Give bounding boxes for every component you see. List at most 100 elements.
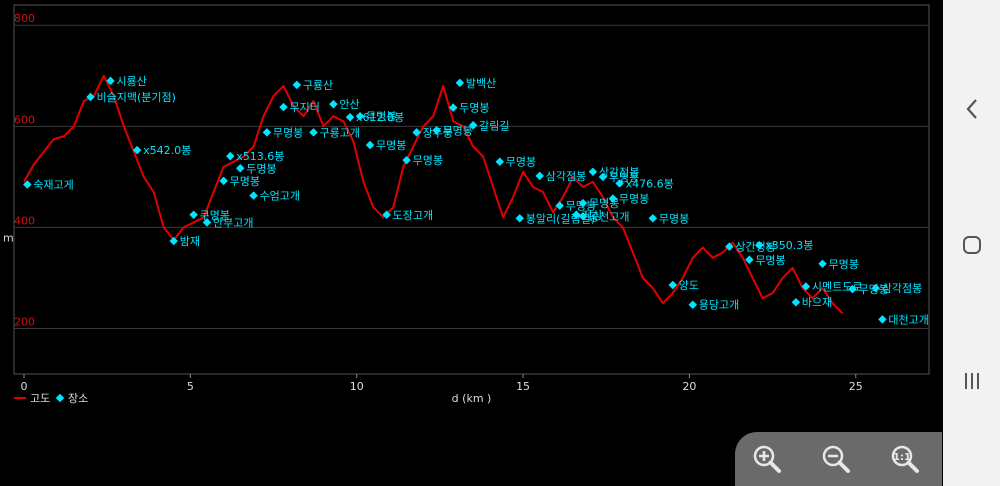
place-marker: 무명봉 <box>648 212 689 225</box>
place-label: x350.3봉 <box>765 239 813 252</box>
place-label: x542.0봉 <box>143 144 191 157</box>
axis-layer: 200 400 600 800 0 5 10 15 20 25 d (km ) m <box>3 12 863 405</box>
system-nav-bar <box>943 0 1000 486</box>
back-button[interactable] <box>943 85 1000 133</box>
place-diamond <box>555 201 564 210</box>
legend-label: 고도 <box>30 392 50 405</box>
place-diamond <box>355 111 365 121</box>
place-label: 무명봉 <box>755 254 785 267</box>
place-marker: 비슬지맥(분기점) <box>86 91 176 104</box>
place-diamond <box>745 255 754 265</box>
plot-frame <box>13 4 930 375</box>
place-label: 무명봉 <box>619 193 649 206</box>
place-label: 구룡고개 <box>319 126 359 139</box>
place-diamond <box>818 259 827 269</box>
place-label: 두명봉 <box>246 162 276 175</box>
y-tick-label: 600 <box>14 113 35 126</box>
zoom-out-icon <box>822 445 850 473</box>
place-diamond <box>236 164 245 173</box>
place-diamond <box>262 128 272 137</box>
place-diamond <box>249 191 258 200</box>
home-icon <box>962 236 981 254</box>
place-marker: 무명봉 <box>432 124 473 137</box>
place-marker: 수엄고개 <box>249 190 300 203</box>
place-label: 상간정봉 <box>735 241 775 254</box>
place-label: 무명봉 <box>273 126 303 139</box>
places-layer: 숙재고게비슬지맥(분기점)시룡산x542.0봉밤재쿠명봉안부고개무명봉x513.… <box>23 75 929 326</box>
place-diamond <box>106 76 115 86</box>
home-button[interactable] <box>943 221 1000 269</box>
place-diamond <box>588 167 598 177</box>
place-diamond <box>878 315 887 324</box>
place-diamond <box>871 283 881 293</box>
recents-button[interactable] <box>943 357 1000 405</box>
place-marker: 무명봉 <box>355 110 396 123</box>
x-tick-label: 15 <box>516 380 530 393</box>
place-marker: x513.6봉 <box>226 150 284 163</box>
place-marker: 무명봉 <box>262 126 303 139</box>
place-diamond <box>668 280 678 290</box>
place-label: 무명봉 <box>659 212 689 225</box>
zoom-out-button[interactable] <box>816 440 856 478</box>
y-tick-label: 400 <box>14 214 35 227</box>
elevation-chart[interactable]: 200 400 600 800 0 5 10 15 20 25 d (km ) m 숙재고게 비슬지맥(… <box>0 0 943 486</box>
legend-label: 장소 <box>68 392 88 405</box>
place-diamond <box>468 121 478 130</box>
place-marker: 대천고개 <box>878 312 929 326</box>
x-tick-label: 25 <box>849 380 863 393</box>
place-label: 밤재 <box>180 235 200 248</box>
place-diamond <box>402 155 411 165</box>
place-diamond <box>382 210 391 220</box>
place-diamond <box>455 78 465 88</box>
zoom-panel: 1:1 <box>735 432 942 486</box>
place-marker: 구룡산 <box>292 79 333 92</box>
legend: 고도 장소 <box>14 392 88 405</box>
x-axis-label: d (km ) <box>452 392 492 405</box>
place-marker: 삼각점봉 <box>871 282 922 295</box>
place-label: 무명봉 <box>230 175 260 188</box>
place-label: 시멘트도로 <box>812 281 863 294</box>
place-diamond <box>791 297 801 307</box>
place-label: 바으재 <box>802 296 832 309</box>
place-marker: 무명봉 <box>402 154 443 167</box>
place-marker: 무명봉 <box>745 254 786 267</box>
chart-area[interactable]: 200 400 600 800 0 5 10 15 20 25 d (km ) m 숙재고게 비슬지맥(… <box>0 0 943 486</box>
place-marker: 무명봉 <box>365 139 406 152</box>
x-tick-label: 10 <box>350 380 364 393</box>
place-diamond <box>848 284 857 294</box>
elevation-line-layer <box>23 74 844 315</box>
zoom-in-button[interactable] <box>747 440 787 478</box>
place-diamond <box>219 176 228 186</box>
place-diamond <box>432 126 441 135</box>
legend-diamond-swatch <box>55 393 65 403</box>
place-label: x513.6봉 <box>236 150 284 163</box>
place-diamond <box>226 151 235 161</box>
place-label: 대천고개 <box>888 312 928 326</box>
place-label: 구룡산 <box>303 79 333 92</box>
place-label: 용당고개 <box>699 299 739 312</box>
place-diamond <box>132 145 142 155</box>
place-label: 삼각점봉 <box>546 170 586 183</box>
place-label: 무명봉 <box>829 258 859 271</box>
place-marker: 삼각점봉 <box>535 170 586 183</box>
place-label: 무명봉 <box>443 124 473 137</box>
zoom-reset-button[interactable]: 1:1 <box>885 440 925 478</box>
place-diamond <box>202 218 212 227</box>
place-label: 무명봉 <box>566 200 596 213</box>
place-diamond <box>801 282 811 291</box>
place-marker: 무명봉 <box>219 175 260 188</box>
place-marker: 구룡고개 <box>309 126 360 139</box>
place-marker: 양도 <box>668 279 699 292</box>
place-label: 공천고개 <box>589 209 629 223</box>
place-diamond <box>329 99 338 109</box>
place-label: 발백산 <box>466 77 496 90</box>
place-label: x476.6봉 <box>626 177 674 190</box>
place-label: 숙재고게 <box>33 178 73 191</box>
place-marker: 두명봉 <box>448 102 490 115</box>
place-marker: 시룡산 <box>106 75 147 88</box>
place-diamond <box>535 171 544 181</box>
place-label: 무명봉 <box>413 154 443 167</box>
x-tick-label: 5 <box>187 380 194 393</box>
place-label: 무지터 <box>290 101 320 114</box>
place-label: 무명봉 <box>366 110 396 123</box>
